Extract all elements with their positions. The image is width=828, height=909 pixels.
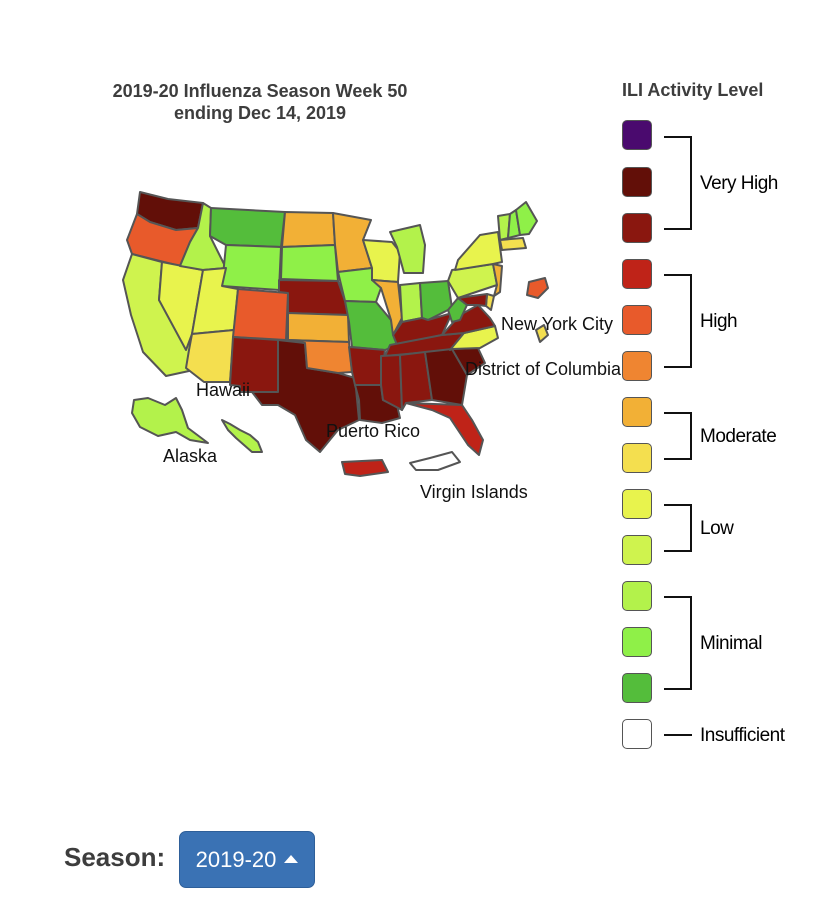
label-puerto-rico: Puerto Rico	[326, 421, 420, 441]
legend-swatch-level-9	[622, 305, 652, 335]
label-hawaii: Hawaii	[196, 380, 250, 400]
legend-bracket-top-4	[664, 596, 692, 598]
legend-bracket-spine-3	[690, 504, 692, 552]
season-label: Season:	[64, 842, 166, 872]
state-al[interactable]	[399, 351, 433, 411]
state-ar[interactable]	[348, 346, 386, 386]
state-az[interactable]	[185, 329, 235, 383]
legend-group-very-high: Very High	[700, 173, 778, 194]
state-sd[interactable]	[280, 244, 339, 282]
label-new-york-city: New York City	[501, 314, 613, 334]
state-me[interactable]	[515, 201, 538, 236]
legend-swatch-level-1	[622, 673, 652, 703]
legend-bracket-top-2	[664, 412, 692, 414]
state-mi[interactable]	[389, 224, 426, 274]
legend-bracket-top-1	[664, 274, 692, 276]
legend-swatch-level-7	[622, 397, 652, 427]
map-title-line2: ending Dec 14, 2019	[173, 103, 347, 123]
legend-swatch-level-8	[622, 351, 652, 381]
state-oh[interactable]	[419, 280, 453, 321]
legend-swatch-level-12	[622, 167, 652, 197]
legend-bracket-spine-4	[690, 596, 692, 690]
state-ga[interactable]	[424, 348, 468, 406]
legend-group-high: High	[700, 311, 738, 332]
legend-group-minimal: Minimal	[700, 633, 762, 654]
season-selected-value: 2019-20	[195, 846, 277, 872]
legend-swatch-level-10	[622, 259, 652, 289]
state-ak[interactable]	[131, 397, 209, 444]
state-nd[interactable]	[281, 211, 336, 248]
label-virgin-islands: Virgin Islands	[420, 482, 528, 502]
legend-title: ILI Activity Level	[622, 80, 764, 100]
legend-bracket-spine-1	[690, 274, 692, 368]
label-alaska: Alaska	[163, 446, 218, 466]
state-co[interactable]	[232, 288, 289, 341]
state-ne[interactable]	[278, 279, 349, 316]
state-wv[interactable]	[447, 297, 468, 323]
legend-group-moderate: Moderate	[700, 426, 777, 447]
state-ny[interactable]	[454, 231, 503, 271]
legend-swatch-level-5	[622, 489, 652, 519]
state-mt[interactable]	[209, 207, 286, 248]
legend-bracket-top-0	[664, 136, 692, 138]
legend-bracket-bottom-4	[664, 688, 692, 690]
label-district-of-columbia: District of Columbia	[465, 359, 622, 379]
legend-swatch-level-0	[622, 719, 652, 749]
legend-swatch-level-2	[622, 627, 652, 657]
state-nyc[interactable]	[526, 277, 549, 299]
state-dc[interactable]	[535, 324, 549, 343]
legend-bracket-spine-0	[690, 136, 692, 230]
legend-bracket-bottom-0	[664, 228, 692, 230]
map-title-line1: 2019-20 Influenza Season Week 50	[112, 81, 408, 101]
state-pr[interactable]	[341, 459, 389, 477]
state-nj[interactable]	[492, 263, 503, 297]
legend-swatch-level-3	[622, 581, 652, 611]
legend-swatch-level-13	[622, 120, 652, 150]
state-fl[interactable]	[405, 402, 484, 456]
state-hi[interactable]	[221, 419, 263, 453]
state-ia[interactable]	[337, 267, 382, 303]
caret-up-icon	[284, 854, 299, 863]
state-wy[interactable]	[221, 244, 282, 291]
state-ms[interactable]	[380, 354, 403, 411]
legend-swatch-level-11	[622, 213, 652, 243]
season-select[interactable]: 2019-20	[179, 831, 315, 888]
legend-bracket-bottom-2	[664, 458, 692, 460]
state-in[interactable]	[399, 282, 423, 323]
state-md[interactable]	[457, 293, 488, 307]
legend-connector-insufficient	[664, 734, 692, 736]
legend-bracket-bottom-3	[664, 550, 692, 552]
legend-bracket-top-3	[664, 504, 692, 506]
legend-swatch-level-6	[622, 443, 652, 473]
legend-bracket-spine-2	[690, 412, 692, 460]
legend-group-low: Low	[700, 518, 734, 539]
state-shapes	[122, 191, 549, 477]
state-vi[interactable]	[409, 451, 461, 471]
map-title: 2019-20 Influenza Season Week 50 ending …	[70, 80, 450, 124]
legend-swatch-level-4	[622, 535, 652, 565]
state-ma[interactable]	[499, 237, 527, 251]
legend-bracket-bottom-1	[664, 366, 692, 368]
legend-group-insufficient: Insufficient	[700, 725, 785, 746]
state-ks[interactable]	[287, 312, 350, 343]
state-ok[interactable]	[285, 339, 353, 374]
